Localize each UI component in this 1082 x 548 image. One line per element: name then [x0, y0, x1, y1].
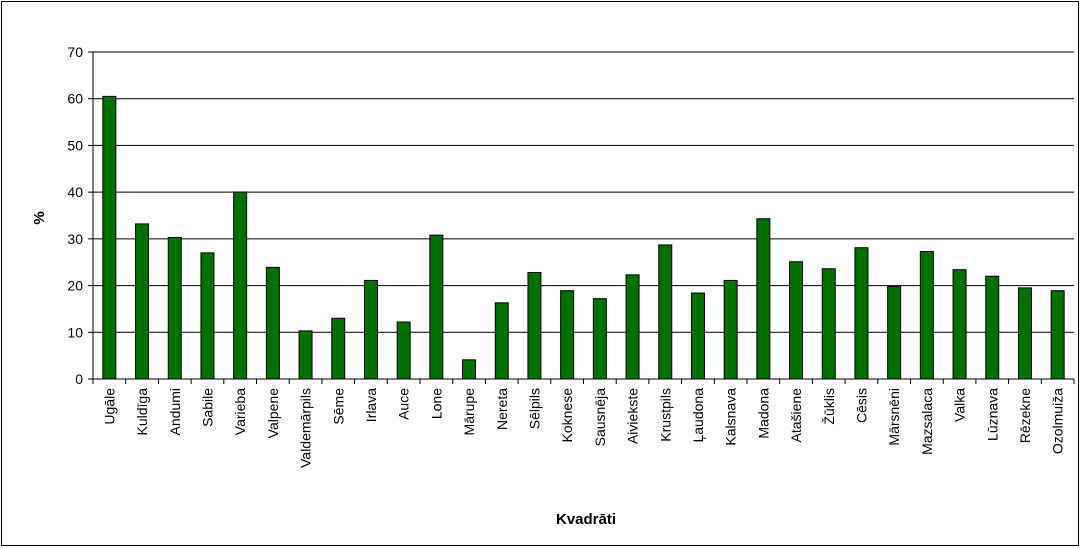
bars: [102, 95, 1065, 380]
y-tick-label: 60: [67, 91, 83, 107]
x-tick-label: Mārsnēni: [886, 388, 902, 446]
bar: [952, 269, 967, 380]
y-axis-label: %: [31, 211, 48, 224]
gridlines: [93, 51, 1074, 333]
x-tick-label: Rēzekne: [1017, 388, 1033, 443]
bar: [135, 223, 150, 380]
bar: [658, 244, 673, 380]
bar: [167, 236, 182, 380]
bar: [265, 266, 280, 380]
bar: [527, 271, 542, 380]
bar: [690, 292, 705, 380]
x-tick-label: Cēsis: [853, 388, 869, 423]
bar: [789, 261, 804, 380]
x-tick-label: Žūklis: [821, 388, 837, 425]
x-tick-label: Madona: [755, 388, 771, 439]
x-tick-label: Atašiene: [788, 388, 804, 443]
x-tick-label: Irlava: [363, 388, 379, 422]
x-tick-label: Sabile: [199, 388, 215, 427]
bar: [429, 234, 444, 380]
x-tick-label: Valdemārpils: [298, 388, 314, 468]
x-tick-label: Mazsalaca: [919, 388, 935, 455]
x-tick-label: Lone: [428, 388, 444, 419]
bar: [331, 317, 346, 380]
y-tick-label: 20: [67, 278, 83, 294]
x-tick-label: Krustpils: [657, 388, 673, 442]
bar: [625, 274, 640, 380]
y-tick-label: 10: [67, 324, 83, 340]
x-tick-label: Lūznava: [984, 388, 1000, 441]
y-tick-label: 50: [67, 137, 83, 153]
bar: [854, 247, 869, 380]
bar: [396, 321, 411, 380]
bar: [298, 330, 313, 380]
x-tick-label: Sēlpils: [526, 388, 542, 429]
x-tick-label: Mārupe: [461, 388, 477, 436]
x-tick-label: Nereta: [494, 388, 510, 430]
x-tick-label: Aiviekste: [625, 388, 641, 444]
bar: [985, 275, 1000, 380]
y-tick-label: 0: [75, 371, 83, 387]
bar: [560, 290, 575, 380]
x-tick-label: Ugāle: [101, 388, 117, 425]
x-tick-label: Kuldīga: [134, 388, 150, 436]
y-tick-label: 70: [67, 44, 83, 60]
bar: [821, 268, 836, 380]
x-tick-label: Valpene: [265, 388, 281, 439]
x-tick-label: Auce: [396, 388, 412, 420]
bar: [494, 302, 509, 380]
x-tick-label: Ozolmuiža: [1050, 388, 1066, 454]
bar: [1017, 287, 1032, 380]
axes: [88, 51, 1075, 384]
bar: [102, 95, 117, 380]
x-tick-label: Ļaudona: [690, 388, 706, 443]
bar: [723, 279, 738, 380]
bar: [887, 286, 902, 380]
y-tick-labels: 0 10 20 30 40 50 60 70: [67, 44, 83, 387]
x-tick-labels: Ugāle Kuldīga Andumi Sabile Varieba Valpene Va…: [101, 388, 1065, 468]
bar: [233, 191, 248, 380]
x-tick-label: Sēme: [330, 388, 346, 425]
bar: [1050, 290, 1065, 380]
bar: [363, 279, 378, 380]
y-tick-label: 40: [67, 184, 83, 200]
x-tick-label: Kalsnava: [723, 388, 739, 446]
x-tick-label: Varieba: [232, 388, 248, 435]
bar: [756, 218, 771, 380]
bar: [200, 252, 215, 380]
bar: [462, 359, 477, 380]
x-tick-label: Koknese: [559, 388, 575, 443]
bar: [592, 298, 607, 380]
x-tick-label: Sausnēja: [592, 388, 608, 447]
x-tick-label: Andumi: [167, 388, 183, 435]
bar: [919, 250, 934, 380]
y-tick-label: 30: [67, 231, 83, 247]
x-tick-label: Valka: [952, 388, 968, 422]
x-axis-label: Kvadrāti: [556, 511, 616, 528]
